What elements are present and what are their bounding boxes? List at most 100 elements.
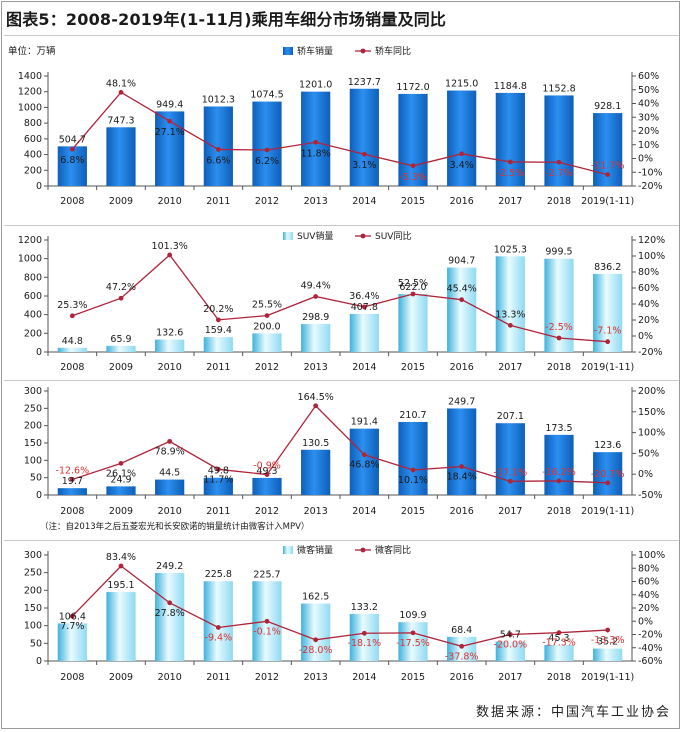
left-tick-label: 0 (36, 347, 42, 358)
right-tick-label: 40% (638, 99, 659, 110)
line-point (361, 630, 367, 636)
bar (252, 333, 282, 352)
line-value-label: 27.8% (155, 608, 185, 619)
series-line (71, 565, 608, 647)
left-tick-label: 1200 (18, 87, 42, 98)
left-tick-label: 0 (36, 490, 42, 501)
line-value-label: 52.5% (398, 278, 428, 289)
line-value-label: -2.7% (545, 168, 573, 179)
bar-value-label: 225.8 (205, 569, 232, 580)
x-tick-label: 2017 (498, 196, 522, 207)
line-value-label: -37.8% (445, 651, 479, 662)
bar (495, 423, 525, 495)
right-tick-label: 60% (638, 71, 659, 82)
right-tick-label: -50% (638, 490, 663, 501)
line-point (605, 172, 611, 177)
line-value-label: 6.8% (60, 155, 84, 166)
line-point (215, 466, 221, 472)
bar (447, 90, 477, 186)
line-point (215, 317, 221, 323)
right-tick-label: 20% (638, 126, 659, 137)
bar-value-label: 162.5 (302, 592, 329, 603)
chart-note: （注：自2013年之后五菱宏光和长安欧诺的销量统计由微客计入MPV） (40, 521, 309, 532)
line-value-label: 10.1% (398, 475, 428, 486)
right-tick-label: 60% (638, 283, 659, 294)
x-tick-label: 2015 (401, 672, 425, 683)
right-tick-label: 200% (638, 386, 665, 397)
left-tick-label: 800 (24, 118, 42, 129)
right-tick-label: -20% (638, 347, 663, 358)
line-value-label: -18.1% (348, 638, 382, 649)
bar (106, 345, 136, 352)
x-tick-label: 2018 (547, 362, 571, 373)
left-tick-label: 200 (24, 585, 42, 596)
line-point (215, 625, 221, 630)
bar-value-label: 1215.0 (445, 79, 478, 90)
x-tick-label: 2019(1-11) (581, 672, 634, 683)
bar-value-label: 904.7 (448, 256, 475, 267)
line-point (507, 322, 513, 328)
bar-value-label: 19.7 (62, 476, 83, 487)
bar (349, 428, 379, 495)
bar-value-label: 191.4 (351, 417, 378, 428)
line-value-label: 49.4% (301, 280, 331, 291)
bar-value-label: 54.7 (500, 630, 521, 641)
bar-value-label: 123.6 (594, 440, 621, 451)
line-point (264, 147, 270, 153)
line-point (313, 637, 319, 643)
right-tick-label: 50% (638, 85, 659, 96)
x-tick-label: 2008 (60, 672, 84, 683)
line-point (167, 252, 173, 258)
bar-value-label: 1152.8 (542, 83, 575, 94)
bar (106, 127, 136, 186)
bar (593, 273, 623, 352)
bar (593, 452, 623, 495)
title-divider (4, 35, 679, 36)
bar-value-label: 24.9 (110, 474, 131, 485)
line-value-label: -20.7% (591, 469, 625, 480)
bar-value-label: 298.9 (302, 312, 329, 323)
right-tick-label: 0% (638, 469, 653, 480)
line-point (459, 151, 465, 157)
left-tick-label: 150 (24, 438, 42, 449)
left-tick-label: 150 (24, 603, 42, 614)
series-line (71, 91, 608, 176)
bar (106, 592, 136, 661)
line-point (410, 163, 416, 169)
legend-bar-swatch (283, 232, 293, 240)
bar-value-label: 130.5 (302, 438, 329, 449)
bar (155, 479, 185, 495)
bar-value-label: 1237.7 (348, 77, 381, 88)
x-tick-label: 2011 (206, 196, 230, 207)
left-tick-label: 200 (24, 165, 42, 176)
bar (593, 648, 623, 661)
series-line (72, 404, 608, 484)
bar-value-label: 225.7 (253, 569, 280, 580)
right-tick-label: 0% (638, 331, 653, 342)
line-value-label: -17.1% (494, 467, 528, 478)
right-tick-label: -60% (638, 656, 663, 667)
bar (447, 408, 477, 495)
bar-value-label: 999.5 (545, 247, 572, 258)
bar-value-label: 132.6 (156, 328, 183, 339)
left-tick-label: 400 (24, 310, 42, 321)
line-value-label: 36.4% (349, 291, 379, 302)
x-tick-label: 2014 (352, 506, 376, 517)
x-tick-label: 2011 (206, 672, 230, 683)
bar (106, 486, 136, 495)
line-value-label: 45.4% (447, 284, 477, 295)
line-value-label: 18.4% (447, 472, 477, 483)
bar (155, 339, 185, 352)
line-point (118, 295, 124, 301)
bar-value-label: 44.5 (159, 468, 180, 479)
line-point (215, 147, 221, 152)
microvan-chart: 0 50 100 150 200 250 300 -60% -40% -20% 0% 20% 40% 60… (24, 544, 665, 683)
line-point (69, 146, 75, 152)
bar-value-label: 949.4 (156, 99, 183, 110)
legend-bar-swatch (283, 47, 293, 55)
right-tick-label: 80% (638, 267, 659, 278)
x-tick-label: 2017 (498, 506, 522, 517)
bar-value-label: 106.4 (59, 611, 86, 622)
x-tick-label: 2015 (401, 196, 425, 207)
line-value-label: -11.7% (591, 161, 625, 172)
